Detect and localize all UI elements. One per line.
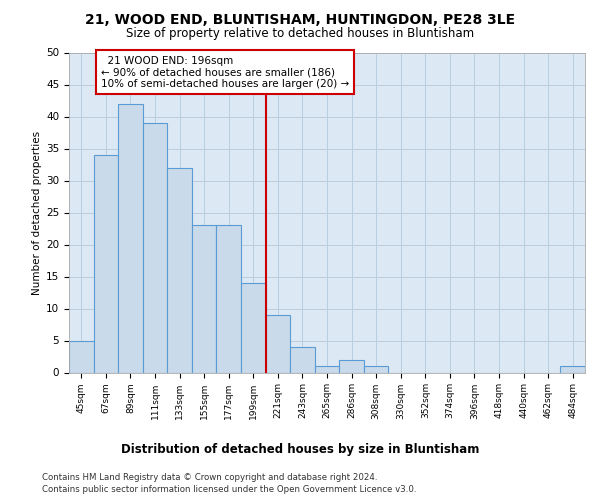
Bar: [560, 366, 585, 372]
Bar: [192, 226, 217, 372]
Text: Contains public sector information licensed under the Open Government Licence v3: Contains public sector information licen…: [42, 485, 416, 494]
Text: 21 WOOD END: 196sqm
← 90% of detached houses are smaller (186)
10% of semi-detac: 21 WOOD END: 196sqm ← 90% of detached ho…: [101, 56, 349, 89]
Bar: [266, 315, 290, 372]
Bar: [167, 168, 192, 372]
Bar: [217, 226, 241, 372]
Bar: [315, 366, 339, 372]
Text: 21, WOOD END, BLUNTISHAM, HUNTINGDON, PE28 3LE: 21, WOOD END, BLUNTISHAM, HUNTINGDON, PE…: [85, 12, 515, 26]
Text: Distribution of detached houses by size in Bluntisham: Distribution of detached houses by size …: [121, 442, 479, 456]
Text: Size of property relative to detached houses in Bluntisham: Size of property relative to detached ho…: [126, 28, 474, 40]
Bar: [94, 155, 118, 372]
Bar: [69, 340, 94, 372]
Bar: [364, 366, 388, 372]
Text: Contains HM Land Registry data © Crown copyright and database right 2024.: Contains HM Land Registry data © Crown c…: [42, 472, 377, 482]
Bar: [241, 283, 266, 372]
Bar: [290, 347, 315, 372]
Bar: [143, 123, 167, 372]
Bar: [339, 360, 364, 372]
Bar: [118, 104, 143, 372]
Y-axis label: Number of detached properties: Number of detached properties: [32, 130, 42, 294]
